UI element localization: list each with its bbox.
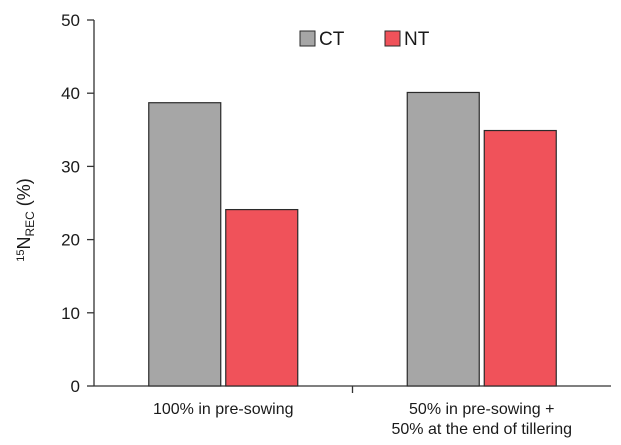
x-category-label: 100% in pre-sowing xyxy=(153,401,294,418)
bar-nt-1 xyxy=(225,208,299,387)
bars xyxy=(148,91,557,387)
y-tick-label: 50 xyxy=(61,11,80,30)
x-category-label: 50% in pre-sowing + xyxy=(409,401,554,418)
x-category-label: 50% at the end of tillering xyxy=(391,421,572,438)
bar-nt-2 xyxy=(483,129,557,387)
y-axis-label-main: N xyxy=(14,237,34,250)
legend-swatch-ct xyxy=(299,30,316,47)
legend-label-nt: NT xyxy=(404,29,430,50)
category-labels: 100% in pre-sowing 50% in pre-sowing + 50%… xyxy=(153,401,572,438)
x-axis xyxy=(94,385,611,393)
legend-swatch-nt xyxy=(384,30,401,47)
legend: CT NT xyxy=(299,29,430,50)
y-tick-label: 20 xyxy=(61,231,80,250)
y-tick-label: 30 xyxy=(61,157,80,176)
y-axis-label-suffix: (%) xyxy=(14,178,34,211)
y-axis: 0 10 20 30 40 50 xyxy=(61,11,95,396)
legend-label-ct: CT xyxy=(319,29,345,50)
y-axis-label: 15NREC (%) xyxy=(14,178,37,262)
bar-ct-2 xyxy=(406,91,480,387)
y-axis-label-sup: 15 xyxy=(15,250,27,262)
y-axis-label-sub: REC xyxy=(23,211,37,237)
y-tick-label: 10 xyxy=(61,304,80,323)
y-tick-label: 40 xyxy=(61,84,80,103)
y-tick-label: 0 xyxy=(71,377,80,396)
bar-ct-1 xyxy=(148,102,222,387)
